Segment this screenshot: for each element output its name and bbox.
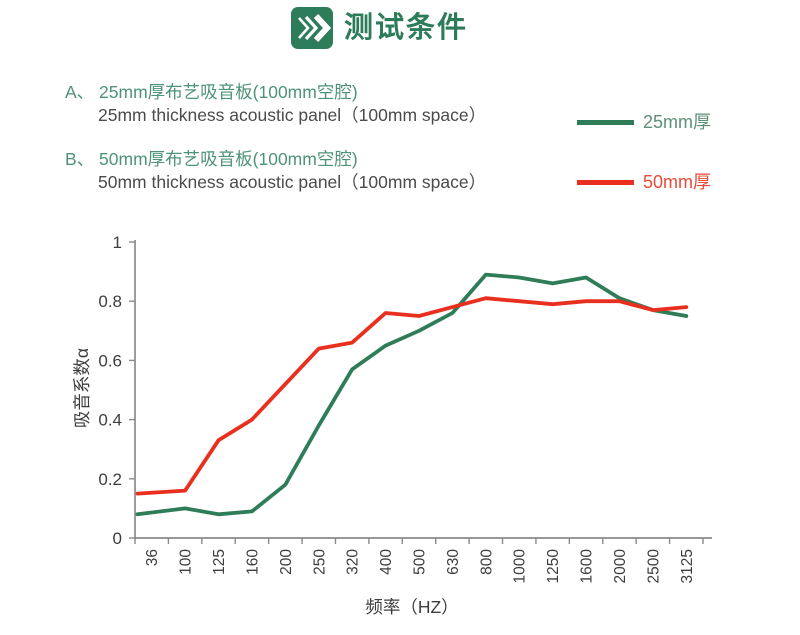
y-tick-label: 0.4 — [98, 411, 122, 430]
x-tick-label: 500 — [412, 549, 429, 575]
legend-item-25mm: 25mm厚 — [577, 112, 711, 132]
y-tick-label: 0.2 — [98, 470, 122, 489]
y-tick-label: 1 — [113, 233, 122, 252]
x-tick-label: 160 — [244, 549, 261, 575]
series-line-50mm厚 — [135, 296, 689, 496]
x-axis-title: 频率（HZ） — [365, 597, 458, 617]
x-tick-label: 800 — [478, 549, 495, 575]
x-tick-label: 3125 — [679, 549, 696, 583]
page-title: 测试条件 — [344, 12, 469, 44]
x-tick-label: 125 — [211, 549, 228, 575]
x-tick-label: 36 — [144, 549, 161, 566]
condition-b-chinese: B、 50mm厚布艺吸音板(100mm空腔) — [65, 149, 358, 169]
y-tick-label: 0.6 — [98, 351, 122, 370]
x-tick-label: 630 — [445, 549, 462, 575]
x-tick-label: 2000 — [612, 549, 629, 584]
condition-b-english: 50mm thickness acoustic panel（100mm spac… — [98, 172, 487, 192]
condition-item-b: B、 50mm厚布艺吸音板(100mm空腔) 50mm thickness ac… — [65, 148, 486, 194]
series-line-25mm厚 — [135, 272, 689, 517]
y-axis-title: 吸音系数α — [72, 348, 92, 428]
x-tick-label: 100 — [178, 549, 195, 575]
condition-a-english: 25mm thickness acoustic panel（100mm spac… — [98, 105, 487, 125]
legend-item-50mm: 50mm厚 — [577, 172, 711, 192]
x-tick-label: 1600 — [579, 549, 596, 584]
double-chevron-right-icon — [291, 7, 333, 49]
x-tick-label: 1250 — [545, 549, 562, 584]
legend-line-50mm — [577, 179, 634, 185]
legend-line-25mm — [577, 119, 634, 125]
x-tick-label: 250 — [311, 549, 328, 575]
x-tick-label: 200 — [278, 549, 295, 575]
x-tick-label: 1000 — [512, 549, 529, 584]
legend-label-50mm: 50mm厚 — [643, 172, 712, 192]
x-tick-label: 320 — [345, 549, 362, 575]
x-tick-label: 400 — [378, 549, 395, 575]
x-tick-label: 2500 — [645, 549, 662, 584]
condition-item-a: A、 25mm厚布艺吸音板(100mm空腔) 25mm thickness ac… — [65, 81, 486, 127]
y-tick-label: 0.8 — [98, 292, 122, 311]
header: 测试条件 — [291, 7, 468, 49]
condition-a-chinese: A、 25mm厚布艺吸音板(100mm空腔) — [65, 82, 358, 102]
legend-label-25mm: 25mm厚 — [643, 112, 712, 132]
y-tick-label: 0 — [113, 529, 122, 548]
